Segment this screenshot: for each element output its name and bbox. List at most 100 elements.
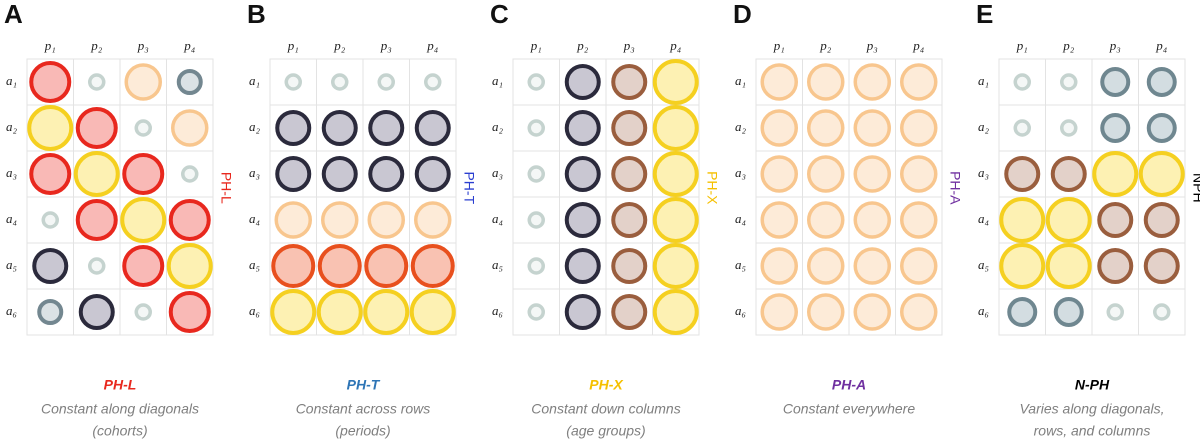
row-label: a₄ (249, 211, 261, 226)
hazard-circle (1146, 67, 1177, 97)
hazard-circle (364, 244, 409, 288)
hazard-circle (29, 61, 72, 103)
row-label: a₂ (492, 119, 504, 134)
column-label: p₄ (183, 38, 196, 53)
panel-letter: A (4, 0, 23, 29)
panel-description: Constant everywhere (783, 401, 916, 417)
hazard-circle (999, 243, 1046, 289)
row-label: a₂ (735, 119, 747, 134)
hazard-circle (1143, 202, 1180, 238)
panel-description: Varies along diagonals, (1019, 401, 1164, 417)
row-label: a₁ (249, 73, 260, 88)
hazard-circle (176, 69, 203, 95)
hazard-circle (321, 201, 359, 239)
hazard-circle (29, 153, 72, 195)
hazard-circle (564, 110, 601, 146)
hazard-circle (1100, 67, 1131, 97)
hazard-circle (414, 201, 452, 239)
hazard-circle (853, 201, 891, 239)
hazard-circle (760, 109, 798, 147)
hazard-circle (271, 244, 316, 288)
hazard-circle (853, 155, 891, 193)
hazard-circle (527, 119, 545, 137)
hazard-circle (88, 257, 106, 275)
hazard-circle (564, 248, 601, 284)
row-label: a₆ (735, 303, 746, 318)
hazard-circle (900, 155, 938, 193)
row-label: a₁ (6, 73, 17, 88)
column-label: p₃ (380, 38, 392, 53)
hazard-circle (652, 59, 699, 105)
hazard-circle (999, 197, 1046, 243)
hazard-circle (1050, 156, 1087, 192)
row-label: a₄ (6, 211, 18, 226)
hazard-circle (652, 151, 699, 197)
hazard-circle (410, 244, 455, 288)
panel-description: (periods) (335, 423, 390, 439)
hazard-circle (900, 201, 938, 239)
hazard-circle (270, 289, 317, 335)
hazard-circle (122, 153, 165, 195)
hazard-circle (73, 151, 120, 197)
row-label: a₅ (735, 257, 746, 272)
hazard-circle (807, 201, 845, 239)
hazard-circle (78, 294, 115, 330)
hazard-circle (527, 303, 545, 321)
hazard-circle (88, 73, 106, 91)
hazard-circle (1013, 73, 1031, 91)
grid-cell (1138, 288, 1186, 336)
hazard-circle (1045, 243, 1092, 289)
hazard-circle (316, 289, 363, 335)
hazard-circle (275, 156, 312, 192)
row-label: a₅ (6, 257, 17, 272)
panel-title: PH-A (832, 377, 866, 393)
panel-title: PH-L (104, 377, 137, 393)
panel-description: rows, and columns (1034, 423, 1151, 439)
panel-description: Constant along diagonals (41, 401, 199, 417)
hazard-circle (807, 247, 845, 285)
hazard-circle (564, 294, 601, 330)
panel-title: PH-T (347, 377, 381, 393)
hazard-circle (367, 201, 405, 239)
column-label: p₂ (819, 38, 832, 53)
hazard-circle (134, 303, 152, 321)
column-label: p₂ (90, 38, 103, 53)
row-label: a₃ (6, 165, 17, 180)
hazard-circle (1045, 197, 1092, 243)
hazard-circle (611, 202, 648, 238)
column-label: p₂ (576, 38, 589, 53)
hazard-circle (611, 110, 648, 146)
hazard-circle (853, 109, 891, 147)
column-label: p₄ (669, 38, 682, 53)
hazard-circle (424, 73, 442, 91)
hazard-circle (652, 105, 699, 151)
hazard-circle (1146, 113, 1177, 143)
row-label: a₂ (978, 119, 990, 134)
row-label: a₂ (249, 119, 261, 134)
row-label: a₁ (978, 73, 989, 88)
hazard-circle (274, 201, 312, 239)
panel-letter: D (733, 0, 752, 29)
row-label: a₄ (978, 211, 990, 226)
column-label: p₂ (333, 38, 346, 53)
panel-description: Constant across rows (296, 401, 431, 417)
hazard-circle (321, 156, 358, 192)
hazard-circle (760, 201, 798, 239)
hazard-circle (807, 155, 845, 193)
column-label: p₄ (426, 38, 439, 53)
side-label: PH-L (218, 172, 234, 204)
panel-title: N-PH (1075, 377, 1110, 393)
hazard-circle (853, 63, 891, 101)
hazard-circle (27, 105, 74, 151)
hazard-circle (1100, 113, 1131, 143)
panel-description: Constant down columns (531, 401, 680, 417)
row-label: a₆ (978, 303, 989, 318)
column-label: p₂ (1062, 38, 1075, 53)
row-label: a₁ (492, 73, 503, 88)
hazard-circle (760, 63, 798, 101)
hazard-circle (527, 211, 545, 229)
panel-letter: C (490, 0, 509, 29)
hazard-circle (807, 293, 845, 331)
column-label: p₁ (1016, 38, 1028, 53)
